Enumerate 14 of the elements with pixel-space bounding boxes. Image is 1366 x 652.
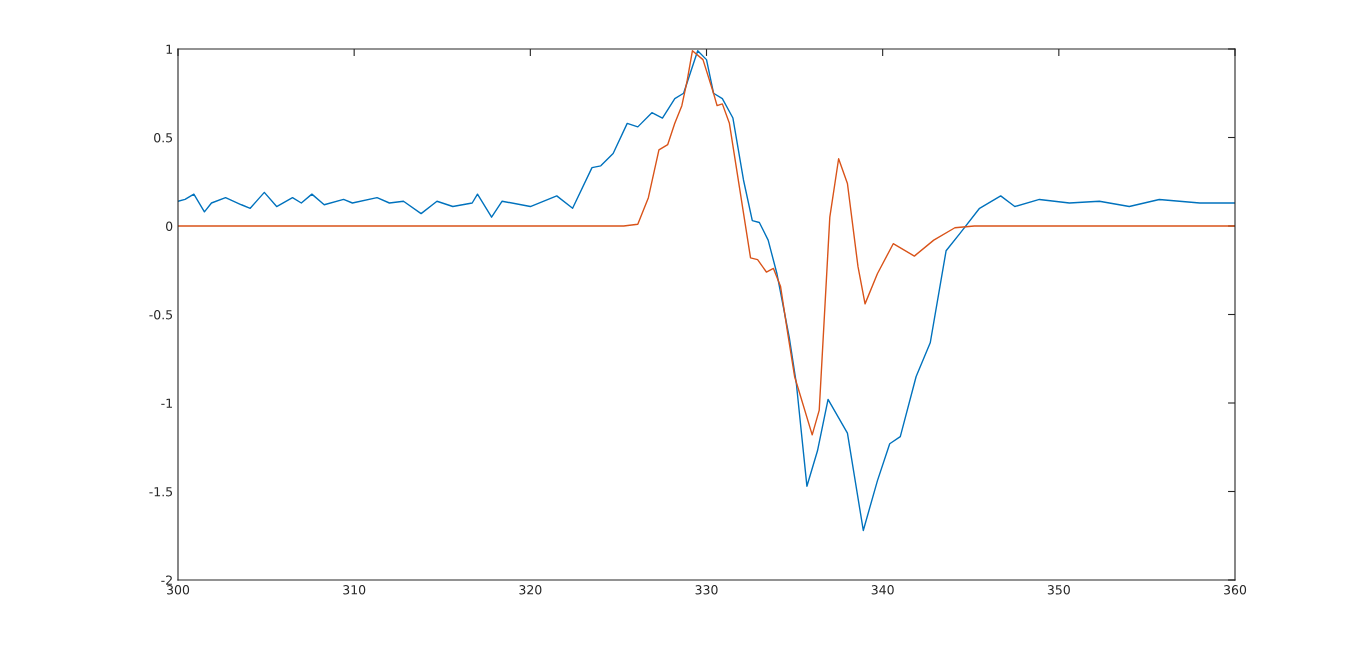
y-tick-label: -0.5 bbox=[149, 309, 173, 320]
x-tick-label: 300 bbox=[167, 585, 190, 595]
y-tick-label: 0 bbox=[166, 221, 173, 231]
x-tick-label: 330 bbox=[695, 585, 718, 595]
y-tick-label: 0.5 bbox=[154, 132, 173, 143]
x-tick-label: 320 bbox=[519, 585, 542, 595]
x-tick-label: 350 bbox=[1047, 585, 1070, 595]
y-tick-label: -1.5 bbox=[149, 487, 173, 497]
y-tick-label: -1 bbox=[161, 398, 172, 408]
x-tick-label: 310 bbox=[343, 585, 366, 595]
x-tick-label: 340 bbox=[871, 585, 894, 595]
x-tick-label: 360 bbox=[1224, 585, 1247, 595]
y-tick-label: -2 bbox=[161, 575, 172, 585]
y-tick-label: 1 bbox=[166, 44, 172, 54]
